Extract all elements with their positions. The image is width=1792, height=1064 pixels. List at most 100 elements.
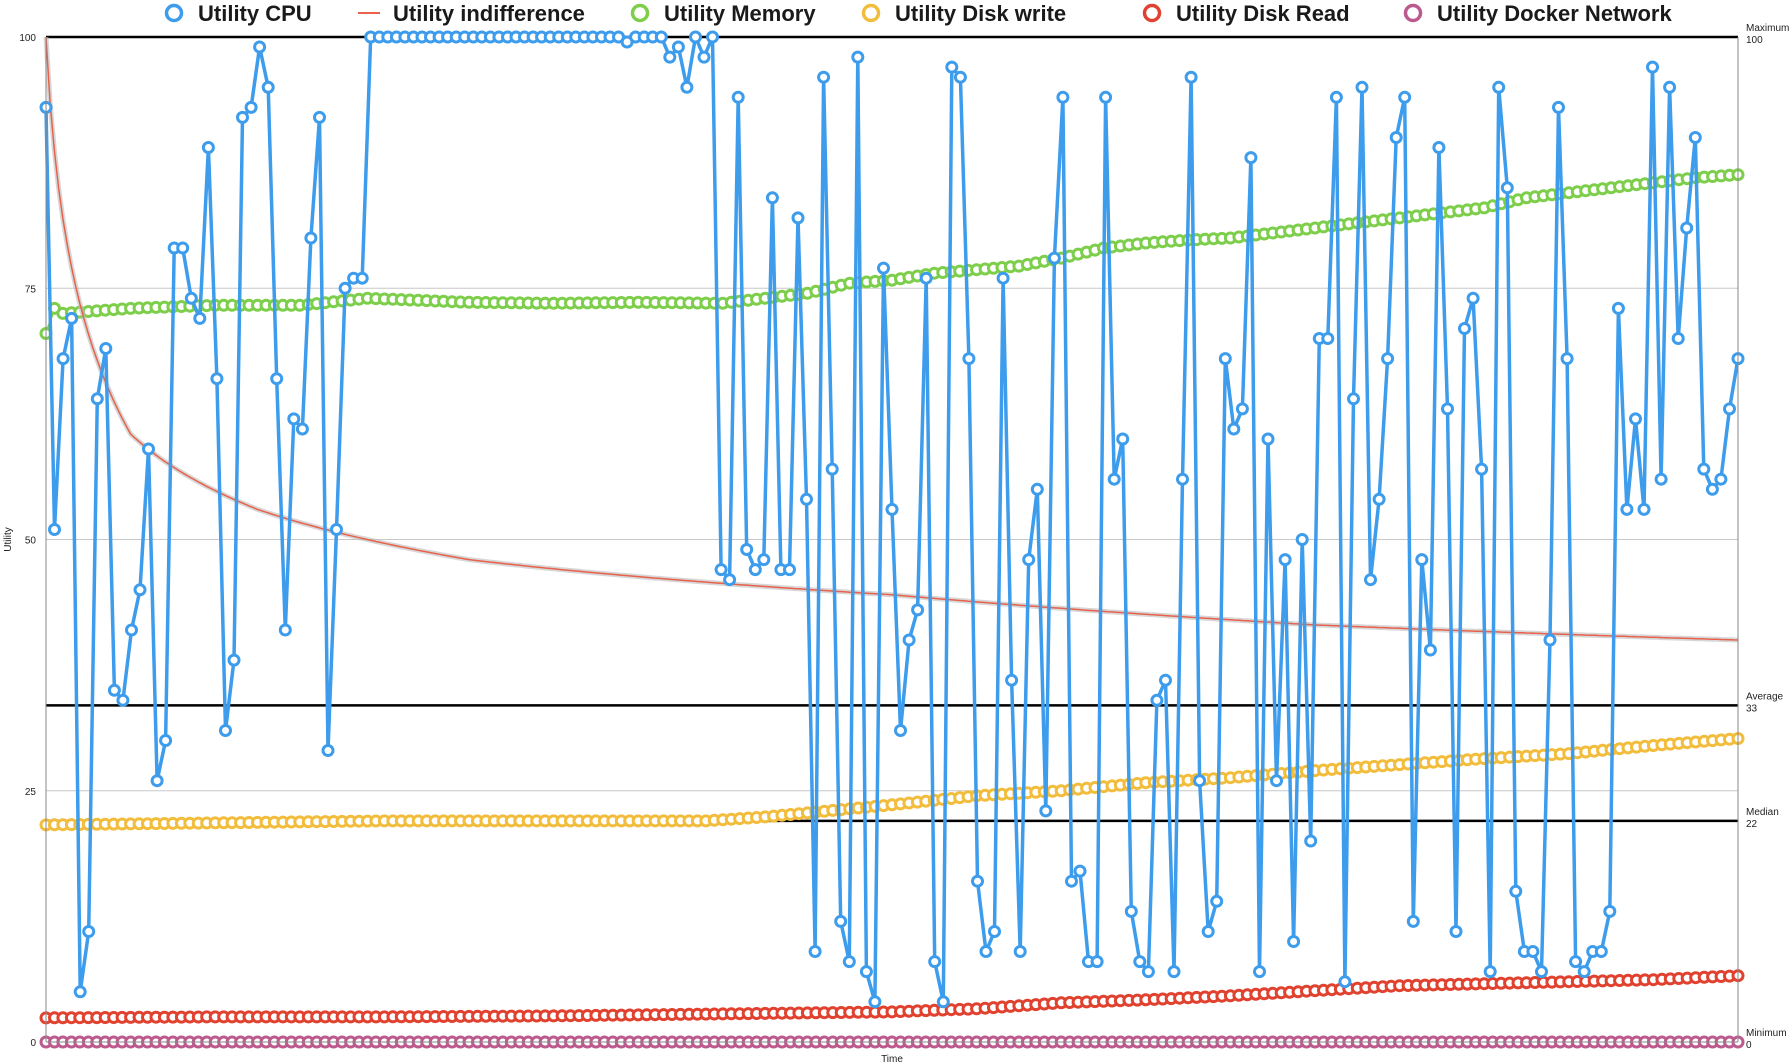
data-point — [227, 653, 241, 667]
data-point — [1603, 904, 1617, 918]
data-point — [287, 412, 301, 426]
data-point — [1227, 422, 1241, 436]
legend-label: Utility Docker Network — [1437, 1, 1672, 26]
legend-label: Utility Memory — [664, 1, 816, 26]
data-point — [219, 724, 232, 737]
data-point — [278, 623, 292, 637]
data-point — [1133, 955, 1147, 969]
data-point — [1389, 131, 1403, 144]
reference-label: Median — [1746, 807, 1779, 818]
data-point — [1714, 472, 1728, 486]
data-point — [1047, 251, 1061, 265]
legend-item: Utility indifference — [358, 1, 585, 26]
data-point — [842, 955, 856, 969]
x-axis-title: Time — [881, 1054, 903, 1064]
data-point — [1347, 392, 1360, 406]
data-point — [988, 925, 1001, 938]
data-point — [1398, 90, 1412, 104]
data-point — [270, 372, 284, 386]
data-point — [210, 372, 224, 386]
series-utility-disk-read — [39, 969, 1745, 1025]
data-point — [1458, 322, 1471, 335]
data-point — [1560, 352, 1574, 366]
y-tick-label: 75 — [25, 284, 37, 295]
data-point — [1278, 553, 1292, 567]
data-point — [1543, 633, 1557, 647]
data-point — [808, 945, 822, 958]
data-point — [313, 110, 326, 124]
data-point — [355, 271, 369, 285]
data-point — [1287, 935, 1301, 948]
reference-label: Maximum — [1746, 23, 1789, 34]
data-point — [1013, 945, 1027, 958]
data-point — [261, 80, 275, 94]
data-point — [1594, 945, 1608, 958]
data-point — [851, 50, 865, 64]
legend-label: Utility Disk write — [895, 1, 1066, 26]
data-point — [868, 995, 882, 1009]
data-point — [996, 271, 1010, 285]
data-point — [757, 553, 771, 567]
reference-label: Average — [1746, 691, 1784, 702]
data-point — [1492, 80, 1506, 94]
data-point — [714, 563, 728, 577]
y-tick-label: 100 — [19, 33, 36, 44]
data-point — [1697, 462, 1711, 476]
legend-item: Utility Memory — [630, 1, 816, 26]
data-point — [791, 211, 805, 225]
data-point — [1535, 965, 1548, 979]
data-point — [56, 352, 70, 366]
data-point — [1261, 432, 1275, 446]
legend-label: Utility CPU — [198, 1, 312, 26]
legend-marker-icon — [861, 3, 881, 23]
data-point — [928, 955, 942, 969]
data-point — [783, 563, 796, 577]
data-point — [1295, 533, 1309, 546]
data-point — [817, 70, 831, 84]
data-point — [1663, 80, 1677, 94]
data-point — [1141, 965, 1155, 979]
data-point — [1723, 402, 1736, 416]
series-line — [44, 35, 1740, 1004]
data-point — [689, 30, 702, 44]
data-point — [1338, 975, 1352, 989]
data-point — [1449, 925, 1463, 938]
data-point — [73, 985, 87, 999]
reference-value-label: 22 — [1746, 819, 1758, 830]
data-point — [48, 523, 61, 536]
data-point — [1423, 643, 1437, 657]
data-point — [1552, 100, 1565, 114]
data-point — [697, 50, 711, 64]
data-point — [1329, 90, 1343, 104]
data-point — [253, 40, 267, 54]
legend-marker-icon — [1403, 3, 1423, 23]
data-point — [919, 271, 933, 285]
data-point — [1244, 151, 1258, 165]
data-point — [90, 392, 104, 406]
data-point — [1210, 894, 1224, 908]
data-point — [1526, 945, 1540, 958]
data-point — [1654, 472, 1668, 486]
data-point — [1193, 774, 1207, 788]
data-point — [1124, 904, 1138, 918]
data-point — [680, 80, 694, 94]
legend-item: Utility CPU — [164, 1, 312, 26]
data-point — [1372, 492, 1386, 506]
data-point — [244, 100, 258, 114]
data-point — [201, 141, 215, 154]
data-point — [1030, 482, 1044, 496]
data-point — [885, 502, 899, 516]
data-point — [1056, 90, 1070, 104]
data-point — [1620, 502, 1634, 516]
data-point — [338, 281, 352, 295]
data-point — [133, 583, 147, 597]
data-point — [877, 261, 890, 275]
data-point — [304, 231, 318, 245]
data-point — [1705, 482, 1719, 496]
data-point — [1364, 573, 1377, 587]
data-point — [936, 995, 950, 1009]
data-point — [1159, 673, 1172, 687]
data-point — [125, 623, 138, 637]
